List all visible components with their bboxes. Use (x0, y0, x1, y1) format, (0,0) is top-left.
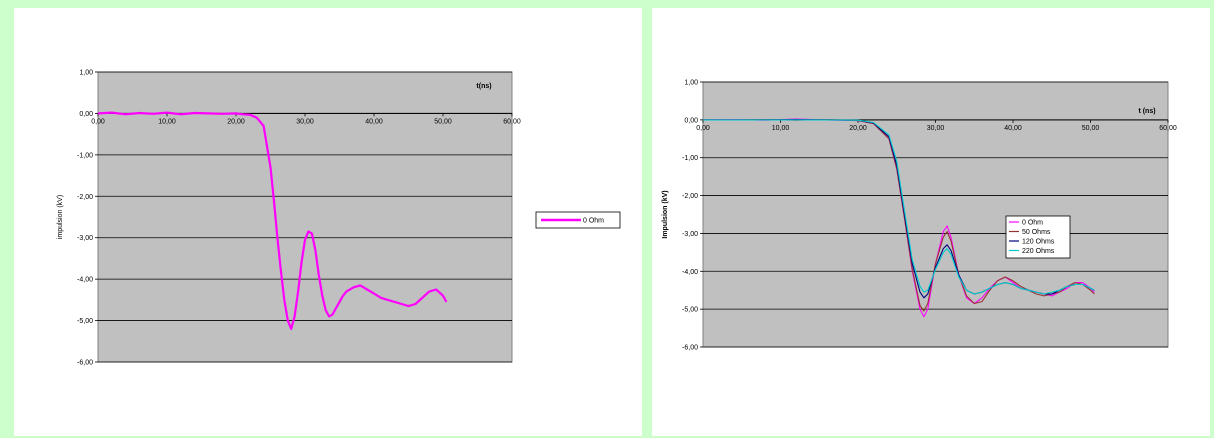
y-tick-label: -3,00 (682, 231, 698, 238)
x-axis-title: t(ns) (476, 83, 491, 90)
legend-label: 0 Ohm (583, 218, 604, 225)
x-tick-label: 40,00 (1004, 125, 1022, 132)
legend-label: 220 Ohms (1022, 248, 1055, 255)
x-tick-label: 30,00 (296, 118, 314, 125)
y-tick-label: -6,00 (77, 360, 93, 367)
y-tick-label: -3,00 (77, 235, 93, 242)
x-tick-label: 10,00 (158, 118, 176, 125)
x-tick-label: 30,00 (927, 125, 945, 132)
y-tick-label: -2,00 (77, 194, 93, 201)
plot-area (702, 81, 1169, 348)
y-tick-label: 1,00 (79, 70, 93, 77)
legend-label: 120 Ohms (1022, 239, 1055, 246)
legend-label: 0 Ohm (1022, 220, 1043, 227)
plot-area (97, 71, 513, 363)
chart-panel-left: 1,00 0,00 -1,00 -2,00 -3,00 -4,00 -5,00 -6,00 0,… (14, 8, 642, 436)
impulse-chart-0-ohm: 1,00 0,00 -1,00 -2,00 -3,00 -4,00 -5,00 -6,00 0,… (57, 70, 621, 367)
x-tick-label: 0,00 (91, 118, 105, 125)
x-tick-label: 20,00 (849, 125, 867, 132)
x-tick-label: 40,00 (365, 118, 383, 125)
y-tick-label: -2,00 (682, 193, 698, 200)
y-tick-label: -1,00 (77, 152, 93, 159)
y-axis-title: impulsion (kV) (57, 195, 64, 239)
y-tick-label: -4,00 (682, 269, 698, 276)
x-tick-label: 60,00 (1159, 125, 1177, 132)
x-tick-label: 50,00 (434, 118, 452, 125)
x-tick-label: 0,00 (696, 125, 710, 132)
x-axis-title: t (ns) (1138, 108, 1155, 115)
y-tick-label: 0,00 (684, 117, 698, 124)
y-tick-label: -6,00 (682, 345, 698, 352)
series-line-0-ohm (97, 111, 448, 330)
y-tick-label: -5,00 (77, 318, 93, 325)
x-tick-label: 50,00 (1082, 125, 1100, 132)
x-tick-label: 60,00 (503, 118, 521, 125)
y-tick-label: 0,00 (79, 111, 93, 118)
y-tick-label: -5,00 (682, 307, 698, 314)
x-tick-label: 20,00 (227, 118, 245, 125)
series-line-220-ohms (703, 119, 1095, 295)
y-tick-label: 1,00 (684, 80, 698, 87)
x-tick-label: 10,00 (772, 125, 790, 132)
y-axis-title: Impulsion (kV) (662, 190, 669, 238)
impulse-chart-comparison: 1,00 0,00 -1,00 -2,00 -3,00 -4,00 -5,00 -6,00 0,… (662, 80, 1177, 352)
y-tick-label: -4,00 (77, 277, 93, 284)
legend-label: 50 Ohms (1022, 229, 1051, 236)
chart-panel-right: 1,00 0,00 -1,00 -2,00 -3,00 -4,00 -5,00 -6,00 0,… (652, 8, 1210, 436)
y-tick-label: -1,00 (682, 155, 698, 162)
